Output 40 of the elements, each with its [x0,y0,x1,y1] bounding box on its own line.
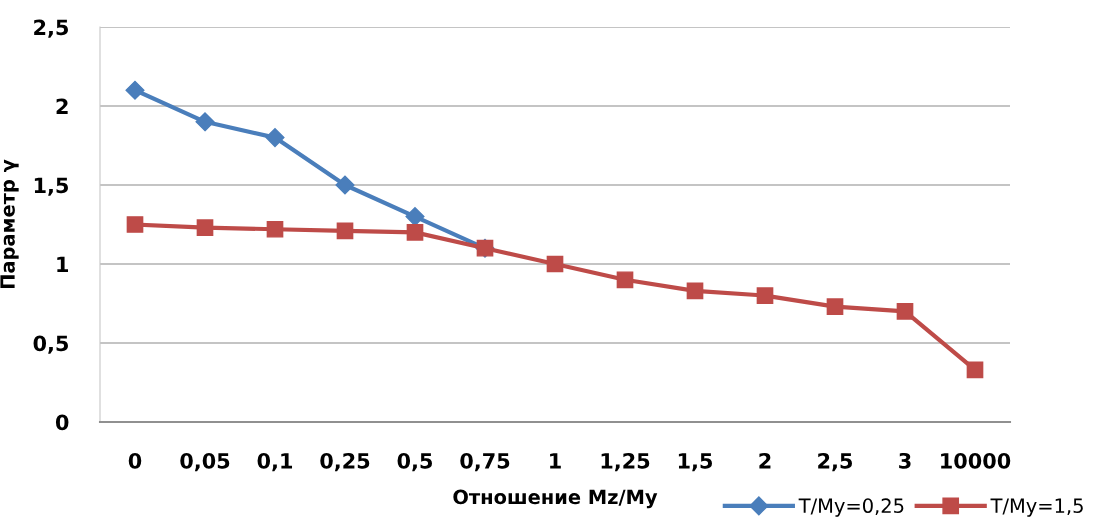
y-tick-label: 0 [55,414,69,431]
x-axis-title: Отношение Mz/My [453,489,658,509]
legend-label: T/My=0,25 [798,498,904,517]
point [265,128,285,148]
point [405,207,425,227]
y-tick-label: 1,5 [34,177,68,196]
y-tick-label: 1 [57,256,69,272]
x-tick-label: 1 [550,453,561,469]
point [966,361,984,379]
x-tick-label: 0,05 [180,452,230,472]
y-tick-label: 0,5 [33,335,68,354]
point [826,298,844,315]
x-tick-label: 1,5 [678,453,712,472]
point [196,219,214,236]
x-tick-label: 3 [899,452,911,469]
legend-label: T/My=1,5 [990,498,1083,517]
point [406,224,424,241]
point [125,80,145,100]
point [195,112,215,132]
point [616,271,634,289]
x-tick-label: 0,1 [257,452,293,472]
x-tick-label: 10000 [941,452,1011,469]
x-tick-label: 0 [128,452,142,469]
x-tick-label: 1,25 [601,452,650,472]
x-tick-label: 0,75 [460,452,510,472]
point [335,175,355,195]
y-tick-label: 2,5 [34,19,68,38]
point [896,303,914,320]
point [686,282,704,300]
point [126,216,144,233]
point [546,255,564,273]
point [266,220,284,238]
x-tick-label: 2,5 [818,452,852,472]
x-tick-label: 0,25 [320,452,370,472]
point [756,287,774,304]
point [336,222,354,240]
x-tick-label: 2 [759,452,771,469]
x-tick-label: 0,5 [397,452,432,472]
y-tick-label: 2 [56,98,68,114]
y-axis-title: Параметр γ [0,159,19,289]
